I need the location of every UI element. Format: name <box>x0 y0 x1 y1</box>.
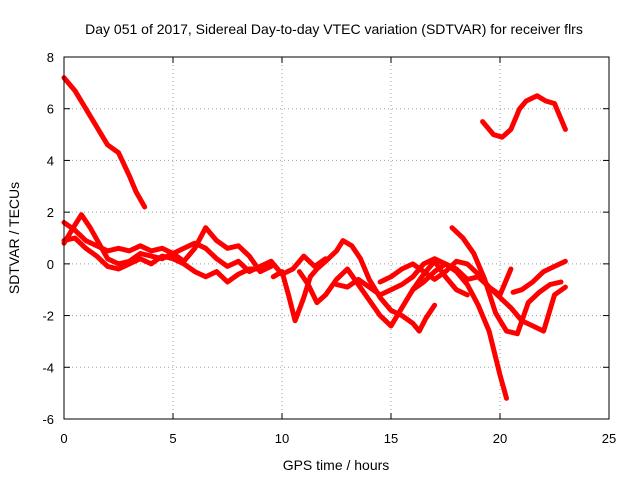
series-line-sat-j <box>449 225 564 337</box>
y-tick-label: 2 <box>47 205 54 220</box>
y-tick-label: 4 <box>47 153 54 168</box>
series-line-sat-a <box>61 75 148 210</box>
y-tick-label: -6 <box>42 412 54 427</box>
chart-title: Day 051 of 2017, Sidereal Day-to-day VTE… <box>85 21 583 37</box>
x-tick-label: 20 <box>493 431 507 446</box>
series-line-sat-f <box>270 238 438 334</box>
y-tick-label: 0 <box>47 257 54 272</box>
y-tick-label: 6 <box>47 102 54 117</box>
x-tick-label: 5 <box>169 431 176 446</box>
data-series-group <box>61 75 568 401</box>
y-tick-label: -2 <box>42 309 54 324</box>
series-line-sat-k <box>410 261 568 334</box>
series-line-sat-e <box>61 235 263 285</box>
y-tick-label: -4 <box>42 360 54 375</box>
grid-lines <box>64 57 609 419</box>
series-line-sat-b <box>480 93 568 140</box>
x-tick-label: 0 <box>60 431 67 446</box>
series-line-sat-l <box>510 258 568 295</box>
axis-ticks: 0 5 10 15 20 25 -6 -4 -2 0 2 4 6 8 <box>42 50 616 446</box>
y-tick-label: 8 <box>47 50 54 65</box>
x-tick-label: 25 <box>602 431 616 446</box>
x-axis-label: GPS time / hours <box>283 457 390 473</box>
x-tick-label: 10 <box>275 431 289 446</box>
plot-frame <box>63 56 610 420</box>
x-tick-label: 15 <box>384 431 398 446</box>
y-axis-label: SDTVAR / TECUs <box>6 182 22 294</box>
series-line-sat-h <box>334 256 509 401</box>
